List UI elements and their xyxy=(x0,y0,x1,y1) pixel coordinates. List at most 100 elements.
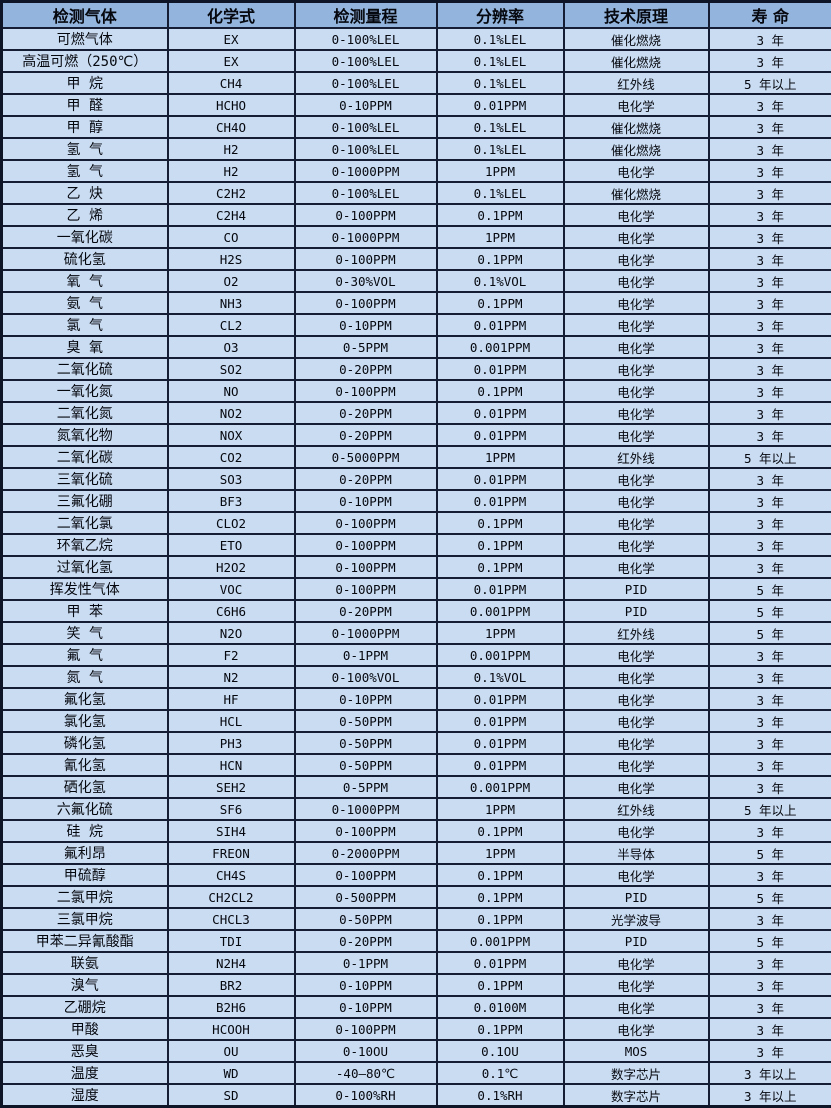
cell-lifespan: 3 年 xyxy=(709,974,831,996)
cell-resolution: 0.01PPM xyxy=(437,732,564,754)
cell-technology: 电化学 xyxy=(564,952,709,974)
cell-technology: 电化学 xyxy=(564,754,709,776)
cell-resolution: 0.1%RH xyxy=(437,1084,564,1107)
cell-lifespan: 5 年以上 xyxy=(709,446,831,468)
cell-resolution: 0.0100M xyxy=(437,996,564,1018)
cell-detection-range: 0-1000PPM xyxy=(295,226,437,248)
cell-resolution: 0.1PPM xyxy=(437,908,564,930)
cell-chemical-formula: SO2 xyxy=(168,358,295,380)
header-row: 检测气体化学式检测量程分辨率技术原理寿 命 xyxy=(2,2,831,29)
cell-technology: PID xyxy=(564,600,709,622)
cell-gas-name: 氨 气 xyxy=(2,292,168,314)
cell-gas-name: 联氨 xyxy=(2,952,168,974)
cell-resolution: 1PPM xyxy=(437,446,564,468)
cell-gas-name: 氢 气 xyxy=(2,160,168,182)
cell-technology: 电化学 xyxy=(564,534,709,556)
cell-detection-range: 0-20PPM xyxy=(295,358,437,380)
cell-resolution: 1PPM xyxy=(437,842,564,864)
cell-gas-name: 硫化氢 xyxy=(2,248,168,270)
cell-chemical-formula: H2S xyxy=(168,248,295,270)
cell-resolution: 0.1PPM xyxy=(437,974,564,996)
cell-lifespan: 3 年 xyxy=(709,512,831,534)
cell-gas-name: 可燃气体 xyxy=(2,28,168,50)
cell-technology: 电化学 xyxy=(564,358,709,380)
cell-resolution: 0.1PPM xyxy=(437,380,564,402)
cell-chemical-formula: ETO xyxy=(168,534,295,556)
cell-resolution: 0.1OU xyxy=(437,1040,564,1062)
cell-resolution: 0.1%LEL xyxy=(437,138,564,160)
cell-detection-range: 0-5PPM xyxy=(295,776,437,798)
cell-chemical-formula: C6H6 xyxy=(168,600,295,622)
cell-lifespan: 3 年 xyxy=(709,402,831,424)
cell-technology: 电化学 xyxy=(564,160,709,182)
cell-resolution: 0.1PPM xyxy=(437,204,564,226)
cell-gas-name: 磷化氢 xyxy=(2,732,168,754)
cell-resolution: 0.1%LEL xyxy=(437,182,564,204)
cell-technology: 催化燃烧 xyxy=(564,138,709,160)
cell-resolution: 1PPM xyxy=(437,160,564,182)
cell-detection-range: 0-1000PPM xyxy=(295,622,437,644)
cell-lifespan: 3 年 xyxy=(709,1040,831,1062)
cell-gas-name: 高温可燃（250℃） xyxy=(2,50,168,72)
cell-chemical-formula: N2H4 xyxy=(168,952,295,974)
cell-chemical-formula: NOX xyxy=(168,424,295,446)
cell-gas-name: 乙 烯 xyxy=(2,204,168,226)
cell-gas-name: 甲 苯 xyxy=(2,600,168,622)
cell-lifespan: 3 年 xyxy=(709,732,831,754)
cell-technology: 电化学 xyxy=(564,336,709,358)
cell-technology: 电化学 xyxy=(564,424,709,446)
cell-detection-range: 0-100%LEL xyxy=(295,116,437,138)
cell-lifespan: 3 年 xyxy=(709,688,831,710)
cell-resolution: 0.1%LEL xyxy=(437,116,564,138)
cell-resolution: 0.01PPM xyxy=(437,358,564,380)
cell-gas-name: 甲硫醇 xyxy=(2,864,168,886)
cell-technology: 催化燃烧 xyxy=(564,28,709,50)
cell-chemical-formula: HCOOH xyxy=(168,1018,295,1040)
cell-chemical-formula: CH4 xyxy=(168,72,295,94)
cell-chemical-formula: CLO2 xyxy=(168,512,295,534)
cell-resolution: 0.1℃ xyxy=(437,1062,564,1084)
cell-lifespan: 3 年 xyxy=(709,556,831,578)
cell-resolution: 0.1PPM xyxy=(437,864,564,886)
cell-chemical-formula: CL2 xyxy=(168,314,295,336)
cell-chemical-formula: NH3 xyxy=(168,292,295,314)
cell-lifespan: 3 年 xyxy=(709,820,831,842)
column-header-resolution: 分辨率 xyxy=(437,2,564,29)
cell-lifespan: 3 年 xyxy=(709,490,831,512)
cell-chemical-formula: FREON xyxy=(168,842,295,864)
cell-detection-range: 0-10PPM xyxy=(295,996,437,1018)
cell-lifespan: 5 年 xyxy=(709,600,831,622)
cell-chemical-formula: CHCL3 xyxy=(168,908,295,930)
cell-detection-range: 0-100PPM xyxy=(295,820,437,842)
cell-resolution: 0.01PPM xyxy=(437,754,564,776)
cell-chemical-formula: SO3 xyxy=(168,468,295,490)
cell-detection-range: 0-5PPM xyxy=(295,336,437,358)
cell-resolution: 0.1PPM xyxy=(437,512,564,534)
cell-chemical-formula: N2O xyxy=(168,622,295,644)
cell-lifespan: 3 年 xyxy=(709,468,831,490)
cell-gas-name: 甲酸 xyxy=(2,1018,168,1040)
cell-resolution: 0.001PPM xyxy=(437,776,564,798)
cell-resolution: 0.001PPM xyxy=(437,336,564,358)
cell-lifespan: 3 年 xyxy=(709,94,831,116)
cell-technology: 红外线 xyxy=(564,798,709,820)
cell-lifespan: 3 年 xyxy=(709,754,831,776)
cell-detection-range: 0-100%LEL xyxy=(295,50,437,72)
column-header-lifespan: 寿 命 xyxy=(709,2,831,29)
cell-technology: 电化学 xyxy=(564,666,709,688)
cell-detection-range: 0-20PPM xyxy=(295,600,437,622)
